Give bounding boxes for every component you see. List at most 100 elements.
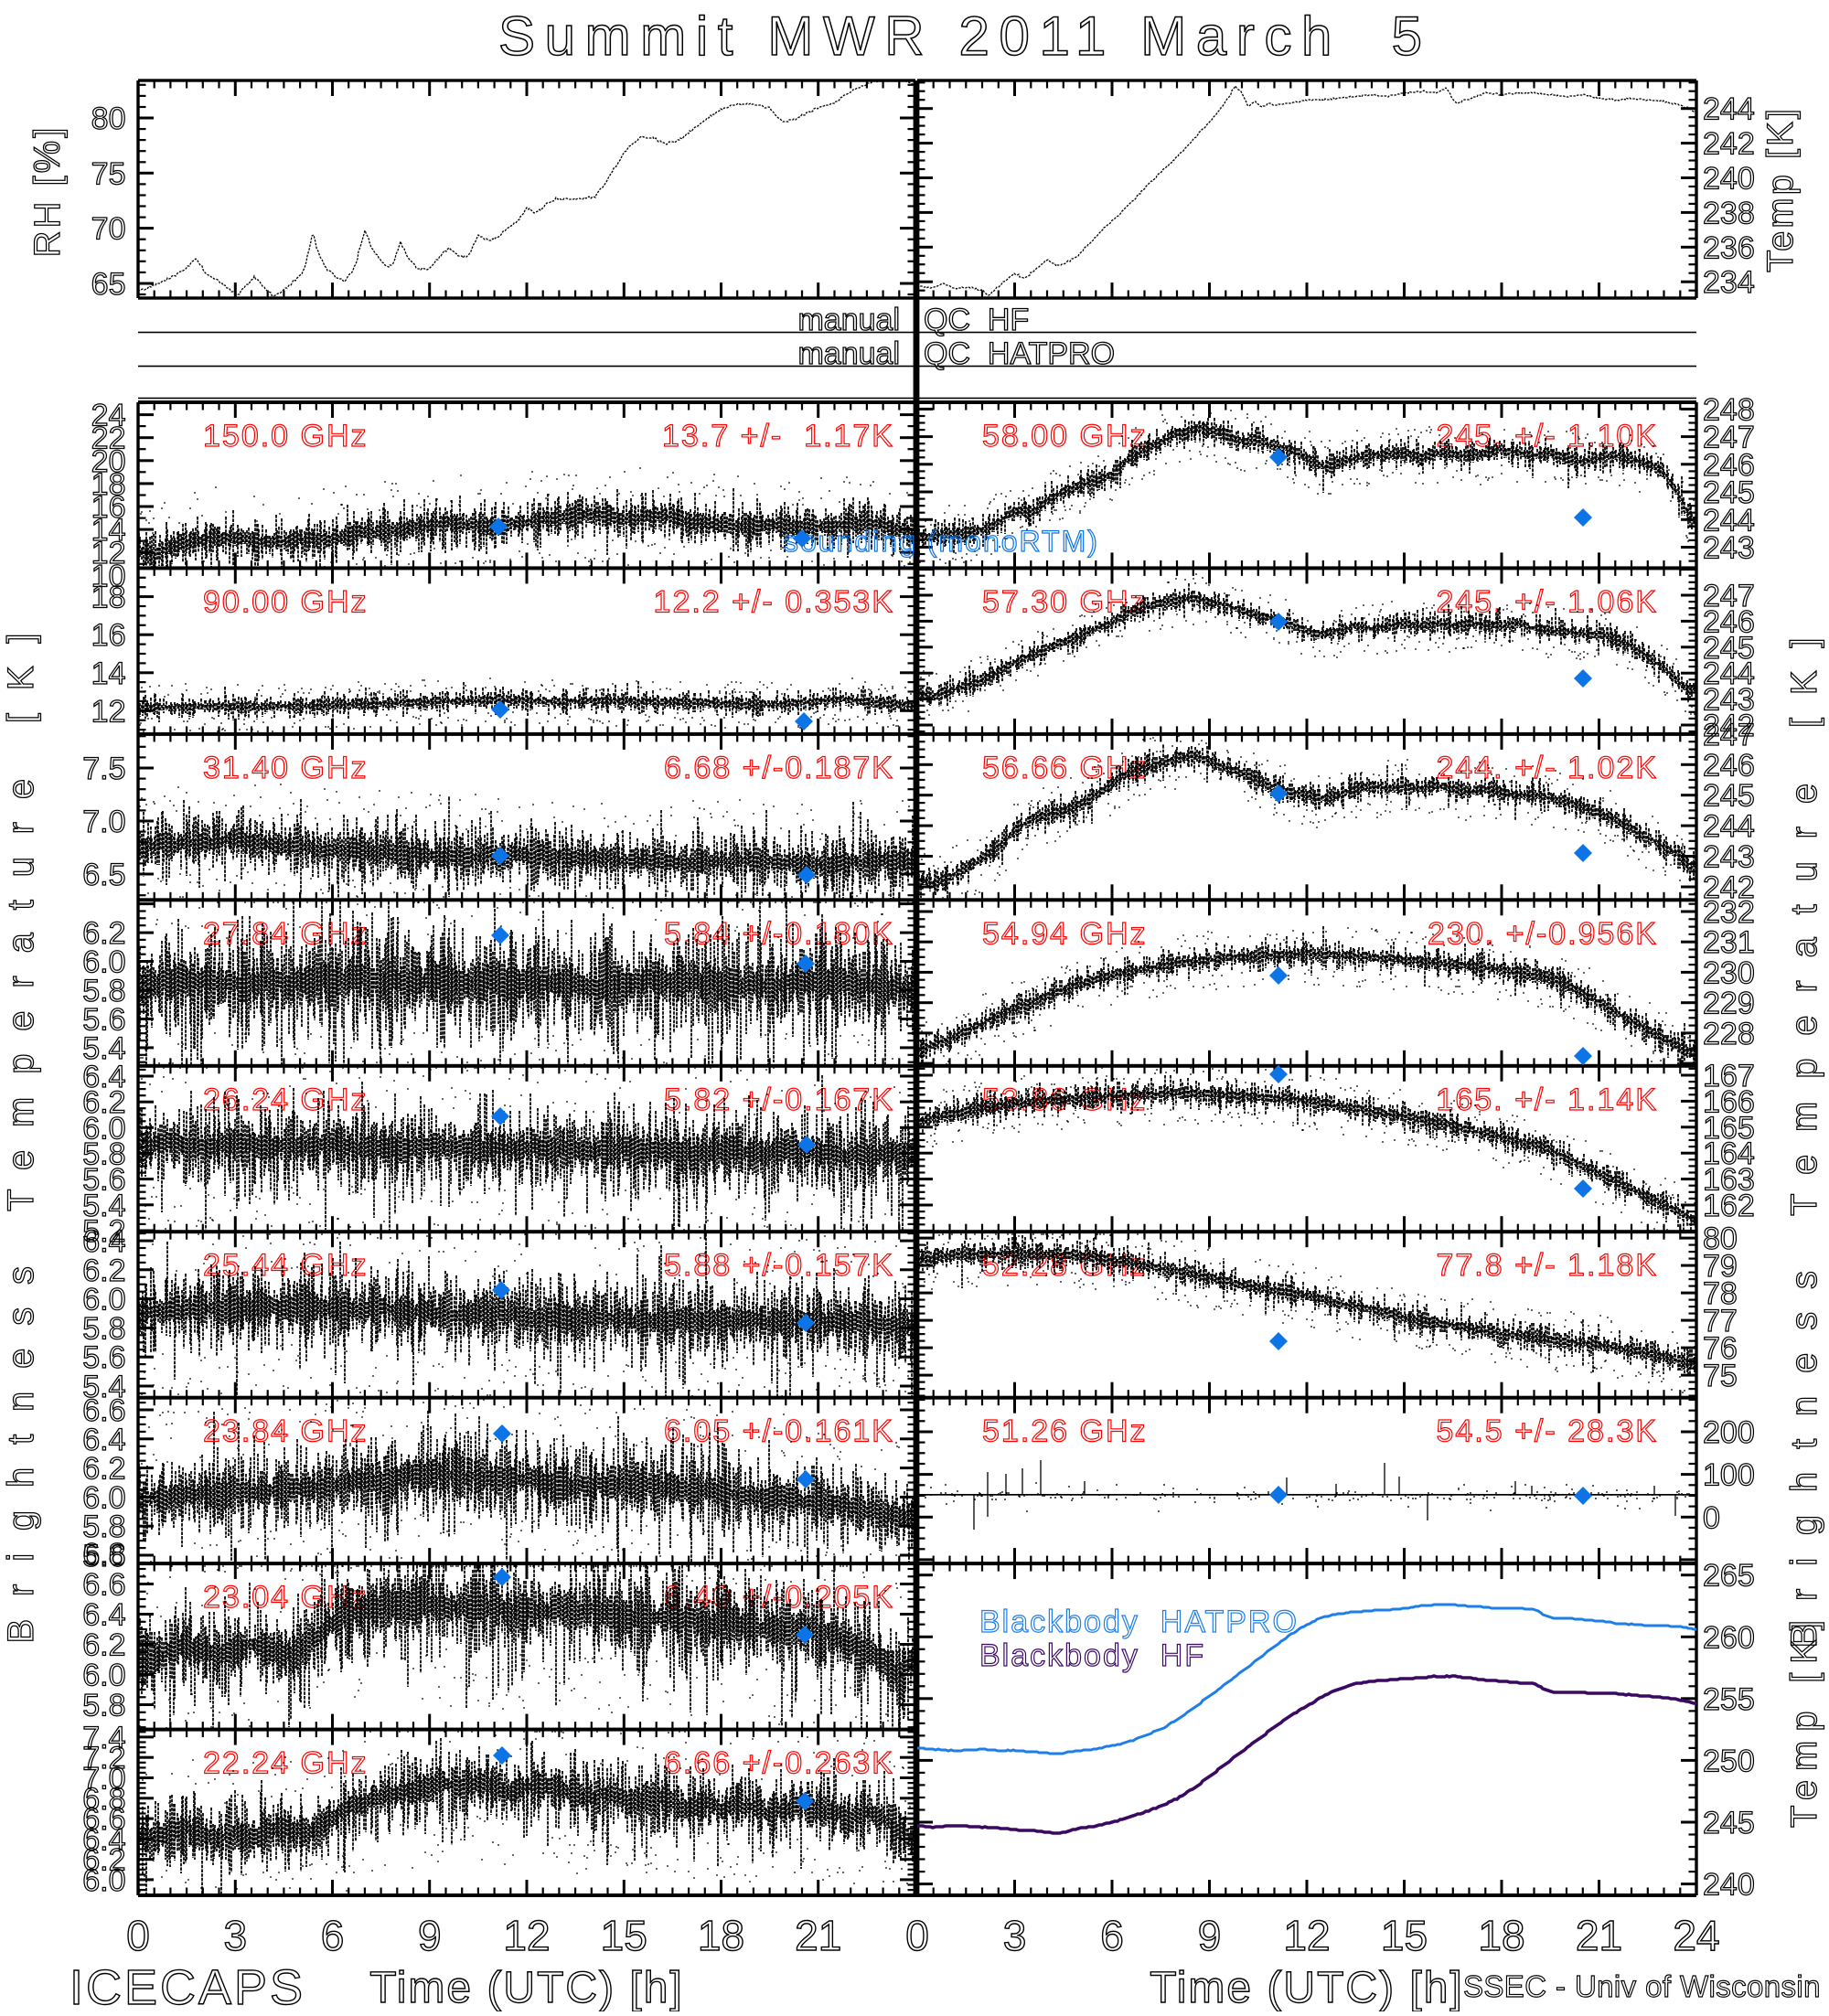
- svg-text:6.4: 6.4: [82, 1423, 125, 1457]
- svg-text:163: 163: [1703, 1163, 1755, 1198]
- svg-text:54.94 GHz: 54.94 GHz: [982, 916, 1148, 951]
- svg-text:6.68 +/-0.187K: 6.68 +/-0.187K: [664, 751, 894, 785]
- svg-text:5.88 +/-0.157K: 5.88 +/-0.157K: [664, 1248, 894, 1283]
- svg-text:Blackbody HATPRO: Blackbody HATPRO: [979, 1605, 1299, 1639]
- svg-text:6.6: 6.6: [82, 1568, 125, 1603]
- svg-text:65: 65: [91, 267, 126, 302]
- svg-text:6.66 +/-0.263K: 6.66 +/-0.263K: [664, 1746, 894, 1781]
- svg-text:6.2: 6.2: [82, 916, 125, 951]
- svg-text:Temp [K]: Temp [K]: [1760, 106, 1801, 272]
- svg-text:6.5: 6.5: [82, 858, 125, 892]
- svg-text:240: 240: [1703, 1868, 1755, 1903]
- svg-text:16: 16: [91, 618, 126, 653]
- svg-text:Summit MWR 2011 March 5: Summit MWR 2011 March 5: [498, 5, 1422, 67]
- svg-text:7.0: 7.0: [82, 805, 125, 839]
- svg-text:230: 230: [1703, 955, 1755, 990]
- svg-text:70: 70: [91, 212, 126, 247]
- svg-text:5.6: 5.6: [82, 1002, 125, 1037]
- svg-text:236: 236: [1703, 230, 1755, 265]
- svg-text:245: 245: [1703, 1806, 1755, 1840]
- svg-text:54.5 +/- 28.3K: 54.5 +/- 28.3K: [1436, 1414, 1658, 1449]
- svg-text:167: 167: [1703, 1059, 1755, 1093]
- svg-text:7.2: 7.2: [82, 1741, 125, 1776]
- svg-text:243: 243: [1703, 840, 1755, 875]
- svg-text:Blackbody HF: Blackbody HF: [979, 1638, 1205, 1673]
- svg-text:9: 9: [418, 1912, 442, 1959]
- svg-text:6.0: 6.0: [82, 1863, 125, 1898]
- svg-text:7.4: 7.4: [82, 1721, 125, 1755]
- svg-text:5.8: 5.8: [82, 1136, 125, 1171]
- svg-text:7.0: 7.0: [82, 1761, 125, 1796]
- svg-text:18: 18: [91, 581, 126, 615]
- svg-text:QC HF: QC HF: [924, 303, 1029, 337]
- svg-text:5.6: 5.6: [82, 1539, 125, 1573]
- svg-text:247: 247: [1703, 421, 1755, 455]
- svg-text:6.4: 6.4: [82, 1060, 125, 1094]
- svg-text:manual: manual: [797, 336, 900, 371]
- svg-text:78: 78: [1703, 1276, 1738, 1311]
- svg-text:229: 229: [1703, 987, 1755, 1021]
- svg-text:80: 80: [91, 101, 126, 136]
- svg-text:10: 10: [91, 559, 126, 593]
- svg-text:24: 24: [91, 399, 126, 433]
- svg-text:21: 21: [1576, 1912, 1622, 1959]
- svg-text:242: 242: [1703, 709, 1755, 743]
- svg-text:165: 165: [1703, 1111, 1755, 1146]
- svg-text:12: 12: [91, 694, 126, 729]
- svg-text:243: 243: [1703, 683, 1755, 718]
- svg-text:243: 243: [1703, 530, 1755, 565]
- svg-text:150.0 GHz: 150.0 GHz: [203, 419, 369, 453]
- svg-text:75: 75: [1703, 1359, 1738, 1393]
- svg-text:ICECAPS: ICECAPS: [70, 1960, 305, 2011]
- svg-text:22: 22: [91, 421, 126, 456]
- svg-text:244: 244: [1703, 809, 1755, 844]
- svg-text:5.8: 5.8: [82, 974, 125, 1008]
- svg-text:245: 245: [1703, 631, 1755, 666]
- svg-text:5.4: 5.4: [82, 1031, 125, 1066]
- svg-text:77: 77: [1703, 1304, 1738, 1339]
- svg-text:76: 76: [1703, 1331, 1738, 1366]
- svg-text:5.6: 5.6: [82, 1340, 125, 1375]
- svg-text:79: 79: [1703, 1249, 1738, 1284]
- svg-text:164: 164: [1703, 1136, 1755, 1171]
- svg-text:6.2: 6.2: [82, 1628, 125, 1663]
- svg-text:9: 9: [1198, 1912, 1222, 1959]
- svg-text:6.8: 6.8: [82, 1538, 125, 1573]
- svg-text:166: 166: [1703, 1084, 1755, 1119]
- svg-text:5.2: 5.2: [82, 1214, 125, 1249]
- svg-text:245. +/- 1.06K: 245. +/- 1.06K: [1436, 584, 1658, 619]
- svg-text:3: 3: [223, 1912, 247, 1959]
- svg-text:6: 6: [321, 1912, 345, 1959]
- svg-text:246: 246: [1703, 448, 1755, 483]
- svg-text:18: 18: [1478, 1912, 1524, 1959]
- svg-text:56.66 GHz: 56.66 GHz: [982, 751, 1148, 785]
- svg-text:18: 18: [698, 1912, 744, 1959]
- svg-text:6.0: 6.0: [82, 1283, 125, 1317]
- svg-text:15: 15: [1381, 1912, 1428, 1959]
- svg-text:Time (UTC) [h]: Time (UTC) [h]: [1150, 1964, 1464, 2011]
- svg-text:6.6: 6.6: [82, 1393, 125, 1428]
- svg-text:15: 15: [601, 1912, 647, 1959]
- svg-text:0: 0: [126, 1912, 150, 1959]
- svg-text:228: 228: [1703, 1017, 1755, 1051]
- svg-text:3: 3: [1003, 1912, 1027, 1959]
- svg-text:6.6: 6.6: [82, 1802, 125, 1837]
- svg-text:80: 80: [1703, 1221, 1738, 1256]
- svg-text:20: 20: [91, 444, 126, 479]
- svg-text:238: 238: [1703, 196, 1755, 230]
- svg-text:QC HATPRO: QC HATPRO: [924, 336, 1115, 371]
- svg-text:90.00 GHz: 90.00 GHz: [203, 584, 369, 619]
- svg-text:255: 255: [1703, 1682, 1755, 1717]
- svg-text:244: 244: [1703, 92, 1755, 127]
- svg-text:6.2: 6.2: [82, 1452, 125, 1487]
- svg-text:6.2: 6.2: [82, 1253, 125, 1288]
- svg-text:246: 246: [1703, 748, 1755, 783]
- svg-text:23.84 GHz: 23.84 GHz: [203, 1414, 369, 1449]
- svg-text:5.84 +/-0.180K: 5.84 +/-0.180K: [664, 916, 894, 951]
- svg-text:Temp [K]: Temp [K]: [1784, 1617, 1824, 1828]
- svg-text:57.30 GHz: 57.30 GHz: [982, 584, 1148, 619]
- svg-text:245: 245: [1703, 475, 1755, 510]
- svg-text:6.0: 6.0: [82, 1480, 125, 1515]
- svg-text:5.8: 5.8: [82, 1509, 125, 1544]
- svg-text:14: 14: [91, 513, 126, 548]
